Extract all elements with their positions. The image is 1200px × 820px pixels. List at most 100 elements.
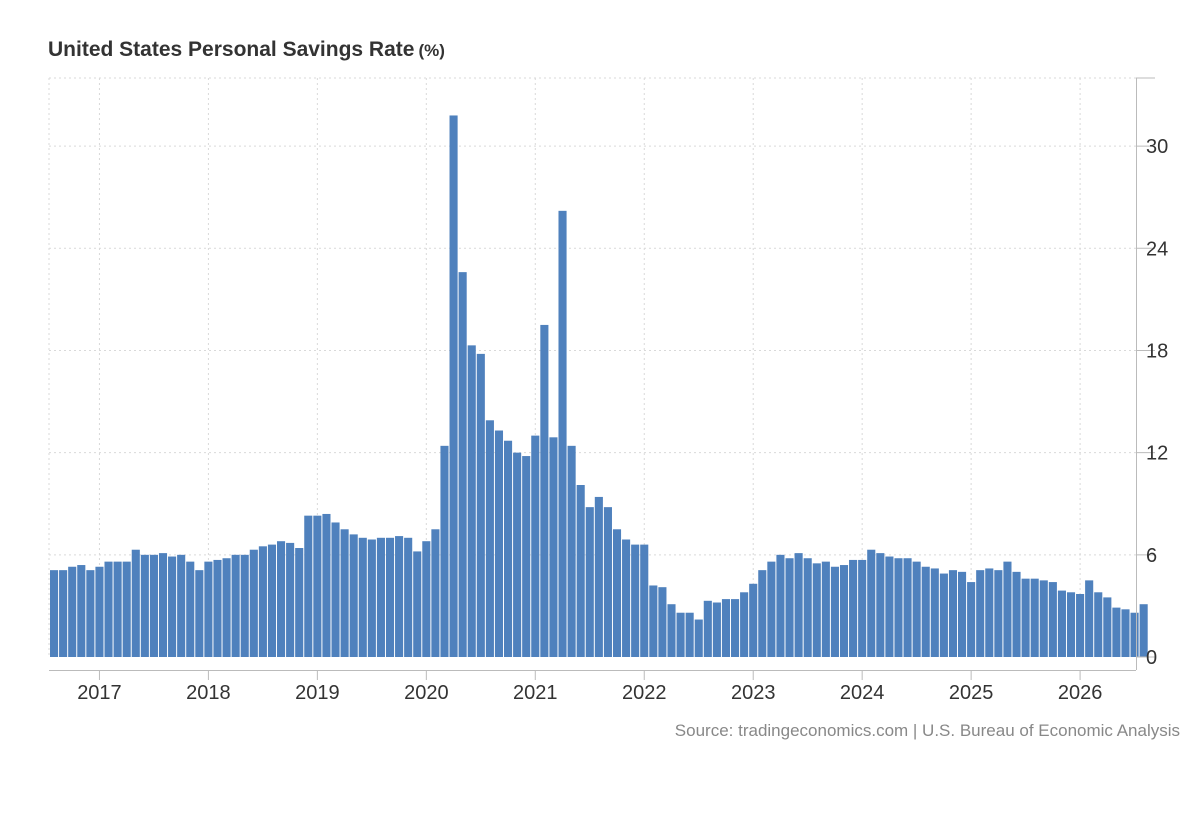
bar <box>930 568 939 657</box>
x-tick-label: 2024 <box>840 682 885 704</box>
bar <box>1139 604 1148 657</box>
bar <box>849 559 858 657</box>
bar <box>186 561 195 657</box>
bar <box>994 570 1003 657</box>
bar <box>967 582 976 657</box>
bar <box>258 546 267 657</box>
bar <box>740 592 749 657</box>
bar <box>1021 578 1030 657</box>
bar <box>576 485 585 657</box>
bar <box>767 561 776 657</box>
bar <box>976 570 985 657</box>
bar <box>458 272 467 657</box>
bar <box>485 420 494 657</box>
bar <box>903 558 912 657</box>
bar <box>404 537 413 657</box>
bar <box>77 565 86 657</box>
bar <box>122 561 131 657</box>
bar <box>277 541 286 657</box>
bar <box>830 566 839 657</box>
bar <box>912 561 921 657</box>
bar <box>86 570 95 657</box>
bar <box>939 573 948 657</box>
x-tick-label: 2020 <box>404 682 449 704</box>
bar <box>376 537 385 657</box>
bar <box>658 587 667 657</box>
bar <box>1048 582 1057 657</box>
bar <box>558 210 567 657</box>
bar <box>667 604 676 657</box>
bar <box>649 585 658 657</box>
bar <box>513 452 522 657</box>
bar <box>140 554 149 657</box>
x-tick-label: 2017 <box>77 682 122 704</box>
bar <box>821 561 830 657</box>
x-tick-label: 2025 <box>949 682 994 704</box>
bar <box>367 539 376 657</box>
bar <box>640 544 649 657</box>
x-tick-label: 2023 <box>731 682 776 704</box>
y-tick-label: 6 <box>1146 545 1157 567</box>
bar <box>449 115 458 657</box>
bar <box>213 559 222 657</box>
bar <box>1112 607 1121 657</box>
chart-title-unit: (%) <box>418 41 445 60</box>
chart-title: United States Personal Savings Rate (%) <box>48 38 445 62</box>
bar <box>594 496 603 657</box>
bar <box>177 554 186 657</box>
axis-layer: 0 6 12 18 24 30 2017 2018 2019 2020 2021 2022 2023 20… <box>49 77 1168 704</box>
bar <box>131 549 140 657</box>
bar <box>921 566 930 657</box>
bar <box>1103 597 1112 657</box>
bar <box>839 565 849 657</box>
bar <box>431 529 440 657</box>
bar <box>585 507 594 657</box>
bar <box>395 536 404 657</box>
x-tick-label: 2018 <box>186 682 231 704</box>
bar <box>803 558 812 657</box>
y-tick-label: 24 <box>1146 238 1168 260</box>
bar <box>758 570 767 657</box>
bar <box>222 558 231 657</box>
bar <box>958 571 967 657</box>
bar <box>676 612 685 657</box>
bar <box>1012 571 1021 657</box>
x-tick-label: 2022 <box>622 682 667 704</box>
bar <box>1039 580 1048 657</box>
chart-title-text: United States Personal Savings Rate <box>48 38 415 61</box>
bar <box>948 570 958 657</box>
bar <box>776 554 785 657</box>
bar <box>894 558 903 657</box>
bar <box>249 549 258 657</box>
bar <box>158 553 168 657</box>
bar <box>549 437 558 657</box>
grid-layer <box>48 77 1136 657</box>
bar <box>331 522 340 657</box>
y-tick-label: 30 <box>1146 136 1168 158</box>
bar <box>358 537 367 657</box>
bar <box>1094 592 1103 657</box>
bar <box>812 563 821 657</box>
bar <box>1130 612 1139 657</box>
bar <box>322 513 331 657</box>
bar <box>1003 561 1012 657</box>
bar <box>340 529 349 657</box>
bar <box>440 445 449 657</box>
bar <box>95 566 104 657</box>
bar <box>721 599 731 657</box>
bar <box>304 515 313 657</box>
bar <box>794 553 803 657</box>
source-note: Source: tradingeconomics.com | U.S. Bure… <box>674 721 1180 740</box>
bar <box>313 515 322 657</box>
bar <box>494 430 504 657</box>
bars-layer <box>50 115 1148 657</box>
bar <box>1057 590 1066 657</box>
bar <box>567 445 576 657</box>
bar <box>622 539 631 657</box>
bar <box>68 566 77 657</box>
bar <box>231 554 240 657</box>
x-tick-label: 2021 <box>513 682 558 704</box>
bar <box>1030 578 1039 657</box>
bar <box>349 534 358 657</box>
bar <box>504 440 513 657</box>
